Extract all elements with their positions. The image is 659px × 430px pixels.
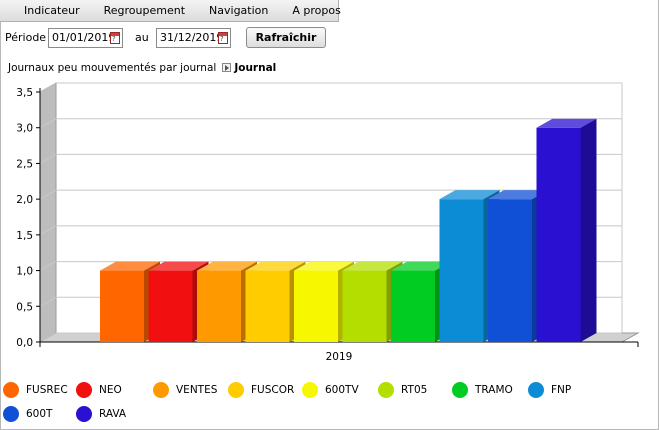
bar-top-fusrec (100, 261, 160, 271)
legend-swatch (378, 382, 394, 398)
period-label: Période (5, 31, 47, 44)
end-date-value: 31/12/2019 (160, 31, 224, 44)
legend-label: 600TV (325, 384, 359, 396)
calendar-icon[interactable] (218, 32, 228, 44)
y-tick-label: 0,5 (16, 301, 33, 313)
y-tick-label: 0,0 (16, 337, 33, 349)
drill-down-icon[interactable] (222, 63, 232, 72)
bar-top-rava (536, 118, 597, 128)
period-toolbar: Période 01/01/2019 au 31/12/2019 Rafraîc… (0, 26, 659, 50)
gridline-side (39, 332, 57, 343)
gridline-side (39, 153, 57, 164)
y-tick-label: 2,0 (16, 194, 33, 206)
chart-subtitle: Journaux peu mouvementés par journal Jour… (8, 62, 276, 78)
bar-ventes (197, 270, 241, 342)
bar-600t (488, 199, 532, 342)
legend-label: FUSCOR (251, 384, 295, 396)
gridline-side (39, 189, 57, 200)
legend-item[interactable]: RAVA (76, 405, 126, 423)
drill-dimension-label[interactable]: Journal (234, 62, 277, 74)
bar-neo (148, 270, 193, 342)
legend-item[interactable]: FUSREC (3, 381, 68, 399)
legend-item[interactable]: RT05 (378, 381, 427, 399)
bar-top-tramo (391, 261, 451, 271)
bar-chart: 0,0 0,5 1,0 1,5 2,0 2,5 3,0 3,5 2019 (16, 82, 640, 363)
legend-item[interactable]: VENTES (153, 381, 217, 399)
y-tick-label: 1,0 (16, 266, 33, 278)
gridline-side (39, 82, 57, 93)
gridline-side (39, 225, 57, 236)
refresh-button[interactable]: Rafraîchir (246, 27, 326, 48)
menu-bar: Indicateur Regroupement Navigation A pro… (0, 0, 341, 22)
bar-fnp (439, 199, 484, 342)
bar-600tv (294, 270, 338, 342)
legend-swatch (153, 382, 169, 398)
legend-label: RT05 (401, 384, 428, 396)
chart-subtitle-text: Journaux peu mouvementés par journal (8, 62, 217, 74)
legend-label: NEO (99, 384, 122, 396)
bar-tramo (391, 270, 435, 342)
legend-label: 600T (26, 408, 53, 420)
bar-top-fnp (439, 190, 500, 200)
legend-swatch (528, 382, 544, 398)
menu-navigation[interactable]: Navigation (209, 3, 269, 17)
bar-top-ventes (197, 261, 257, 271)
legend-item[interactable]: 600T (3, 405, 52, 423)
bar-side-rava (580, 118, 597, 342)
legend-item[interactable]: NEO (76, 381, 122, 399)
legend-swatch (302, 382, 318, 398)
gridline-side (39, 118, 57, 129)
end-date-field[interactable]: 31/12/2019 (156, 28, 231, 48)
legend-swatch (452, 382, 468, 398)
bar-fuscor (245, 270, 290, 342)
y-tick-label: 3,0 (16, 123, 33, 135)
legend-item[interactable]: FNP (528, 381, 571, 399)
legend-item[interactable]: FUSCOR (228, 381, 294, 399)
left-wall (39, 82, 57, 343)
bar-top-fuscor (245, 261, 306, 271)
menu-regroupement[interactable]: Regroupement (103, 3, 186, 17)
bar-rava (536, 127, 581, 342)
legend-swatch (3, 382, 19, 398)
bar-top-600tv (294, 261, 354, 271)
menu-a-propos[interactable]: A propos (292, 3, 341, 17)
legend-swatch (76, 406, 92, 422)
y-tick-label: 3,5 (16, 87, 33, 99)
legend-label: RAVA (99, 408, 127, 420)
gridline-side (39, 296, 57, 307)
legend-label: FNP (551, 384, 572, 396)
legend-item[interactable]: TRAMO (452, 381, 513, 399)
bar-top-neo (148, 261, 209, 271)
legend-item[interactable]: 600TV (302, 381, 359, 399)
legend-swatch (228, 382, 244, 398)
bar-rt05 (342, 270, 387, 342)
start-date-value: 01/01/2019 (52, 31, 116, 44)
start-date-field[interactable]: 01/01/2019 (48, 28, 123, 48)
x-category-label: 2019 (326, 351, 353, 363)
legend-swatch (3, 406, 19, 422)
legend-label: VENTES (176, 384, 218, 396)
calendar-icon[interactable] (110, 32, 120, 44)
legend-label: TRAMO (475, 384, 513, 396)
bar-top-rt05 (342, 261, 403, 271)
chart-legend: FUSREC NEO VENTES FUSCOR 600TV RT05 TRAMO FNP 60… (0, 378, 659, 430)
menu-indicateur[interactable]: Indicateur (24, 3, 80, 17)
y-tick-label: 1,5 (16, 230, 33, 242)
legend-label: FUSREC (26, 384, 68, 396)
legend-swatch (76, 382, 92, 398)
gridline-side (39, 261, 57, 272)
y-tick-label: 2,5 (16, 158, 33, 170)
to-label: au (135, 31, 149, 44)
bar-top-600t (488, 190, 548, 200)
bar-fusrec (100, 270, 144, 342)
